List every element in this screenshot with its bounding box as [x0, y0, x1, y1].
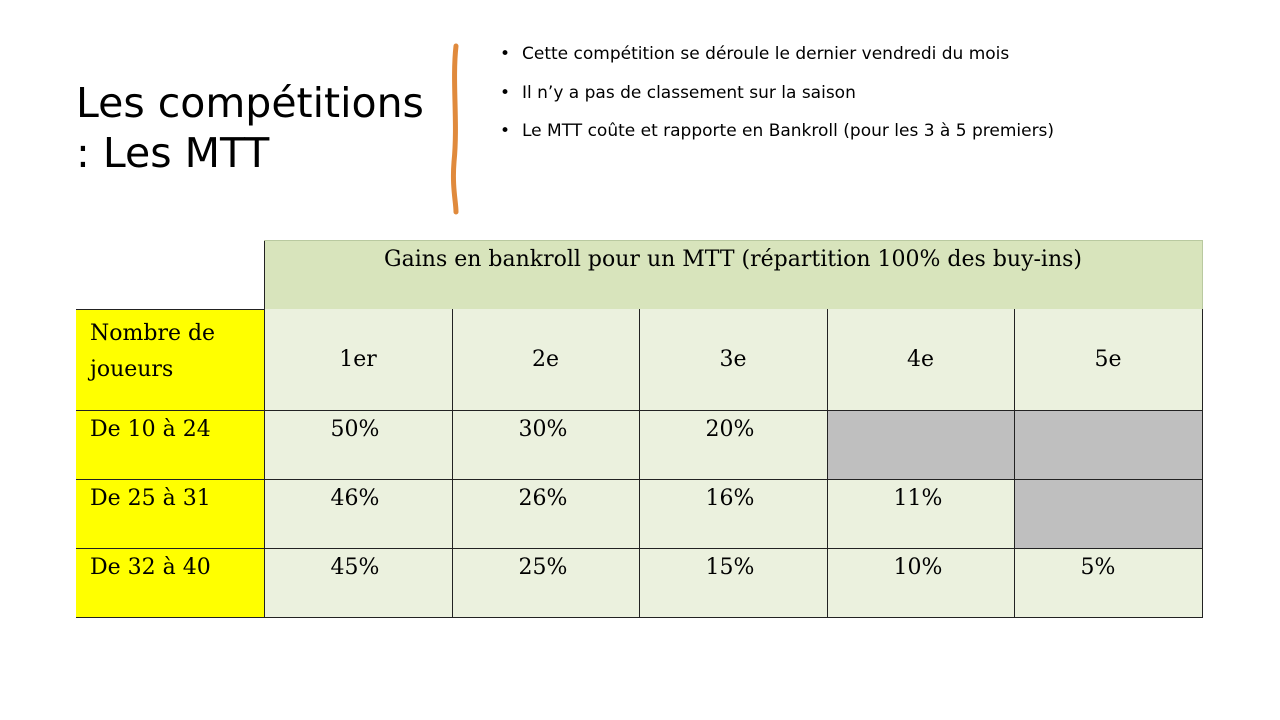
table-row: De 32 à 40 45% 25% 15% 10% 5% [76, 547, 1203, 618]
table-cell-empty [1013, 478, 1203, 549]
slide-title: Les compétitions : Les MTT [76, 78, 436, 178]
table-cell: 10% [826, 547, 1015, 618]
bullet-list: Cette compétition se déroule le dernier … [500, 42, 1054, 158]
orange-divider-line [450, 43, 459, 215]
table-caption: Gains en bankroll pour un MTT (répartiti… [263, 240, 1203, 309]
position-header: 1er [263, 309, 453, 411]
table-cell: 5% [1013, 547, 1203, 618]
row-label: De 10 à 24 [76, 409, 265, 479]
row-header-label: Nombre de joueurs [76, 308, 265, 410]
table-cell-empty [826, 409, 1015, 480]
slide-title-line-2: : Les MTT [76, 129, 270, 177]
slide-title-line-1: Les compétitions [76, 79, 424, 127]
table-cell: 45% [263, 547, 453, 618]
bullet-item: Il n’y a pas de classement sur la saison [500, 81, 1054, 120]
table-cell: 50% [263, 409, 453, 480]
table-cell: 20% [638, 409, 828, 480]
table-cell: 16% [638, 478, 828, 549]
bullet-item: Le MTT coûte et rapporte en Bankroll (po… [500, 119, 1054, 158]
table-cell: 25% [451, 547, 640, 618]
table-cell: 15% [638, 547, 828, 618]
table-corner [76, 241, 264, 310]
table-cell: 26% [451, 478, 640, 549]
table-cell-empty [1013, 409, 1203, 480]
table-row: De 25 à 31 46% 26% 16% 11% [76, 478, 1203, 549]
position-header: 3e [638, 309, 828, 411]
row-label: De 32 à 40 [76, 547, 265, 618]
bullet-item: Cette compétition se déroule le dernier … [500, 42, 1054, 81]
payout-table: Gains en bankroll pour un MTT (répartiti… [76, 240, 1203, 618]
table-cell: 11% [826, 478, 1015, 549]
position-header: 2e [451, 309, 640, 411]
position-header: 5e [1013, 309, 1203, 411]
position-header: 4e [826, 309, 1015, 411]
table-cell: 30% [451, 409, 640, 480]
row-label: De 25 à 31 [76, 478, 265, 548]
table-row: De 10 à 24 50% 30% 20% [76, 409, 1203, 480]
table-cell: 46% [263, 478, 453, 549]
